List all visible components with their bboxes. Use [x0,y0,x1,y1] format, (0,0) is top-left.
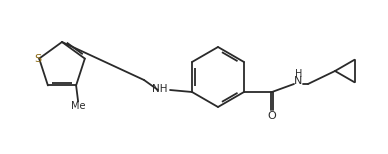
Text: NH: NH [152,84,167,94]
Text: O: O [268,111,276,121]
Text: Me: Me [71,101,85,111]
Text: N: N [294,76,302,86]
Text: S: S [35,54,42,64]
Text: H: H [295,69,303,79]
